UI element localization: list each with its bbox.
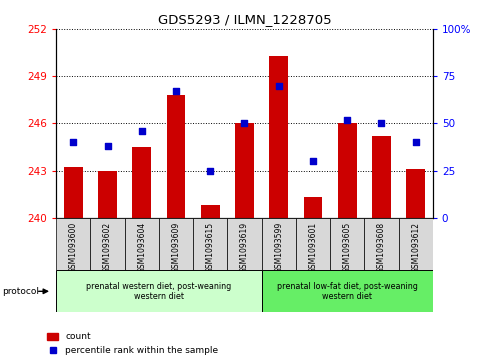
Text: GSM1093601: GSM1093601	[308, 222, 317, 273]
Bar	[261, 270, 432, 312]
Text: GSM1093604: GSM1093604	[137, 222, 146, 273]
Bar	[90, 218, 124, 270]
Bar	[201, 205, 219, 218]
Point	[206, 168, 214, 174]
Bar	[303, 197, 322, 218]
Bar	[64, 167, 82, 218]
Text: GSM1093600: GSM1093600	[69, 222, 78, 273]
Bar	[227, 218, 261, 270]
Bar	[193, 218, 227, 270]
Point	[274, 83, 282, 89]
Bar	[329, 218, 364, 270]
Text: GSM1093608: GSM1093608	[376, 222, 385, 273]
Text: GSM1093619: GSM1093619	[240, 222, 248, 273]
Point	[308, 158, 316, 164]
Point	[172, 89, 180, 94]
Legend: count, percentile rank within the sample: count, percentile rank within the sample	[43, 329, 222, 359]
Bar	[159, 218, 193, 270]
Point	[411, 139, 419, 145]
Title: GDS5293 / ILMN_1228705: GDS5293 / ILMN_1228705	[157, 13, 331, 26]
Bar	[364, 218, 398, 270]
Bar	[371, 136, 390, 218]
Bar	[235, 123, 253, 218]
Bar	[261, 218, 295, 270]
Bar	[56, 270, 261, 312]
Bar	[56, 218, 90, 270]
Text: GSM1093605: GSM1093605	[342, 222, 351, 273]
Bar	[132, 147, 151, 218]
Point	[138, 128, 145, 134]
Text: protocol: protocol	[2, 287, 40, 296]
Bar	[398, 218, 432, 270]
Bar	[295, 218, 329, 270]
Text: prenatal low-fat diet, post-weaning
western diet: prenatal low-fat diet, post-weaning west…	[276, 282, 417, 301]
Point	[343, 117, 350, 123]
Bar	[406, 169, 424, 218]
Bar	[337, 123, 356, 218]
Bar	[269, 56, 287, 218]
Bar	[124, 218, 159, 270]
Text: prenatal western diet, post-weaning
western diet: prenatal western diet, post-weaning west…	[86, 282, 231, 301]
Bar	[98, 171, 117, 218]
Text: GSM1093615: GSM1093615	[205, 222, 214, 273]
Text: GSM1093599: GSM1093599	[274, 222, 283, 273]
Bar	[166, 95, 185, 218]
Point	[69, 139, 77, 145]
Point	[103, 143, 111, 149]
Text: GSM1093612: GSM1093612	[410, 222, 419, 273]
Text: GSM1093602: GSM1093602	[103, 222, 112, 273]
Text: GSM1093609: GSM1093609	[171, 222, 180, 273]
Point	[377, 121, 385, 126]
Point	[240, 121, 248, 126]
